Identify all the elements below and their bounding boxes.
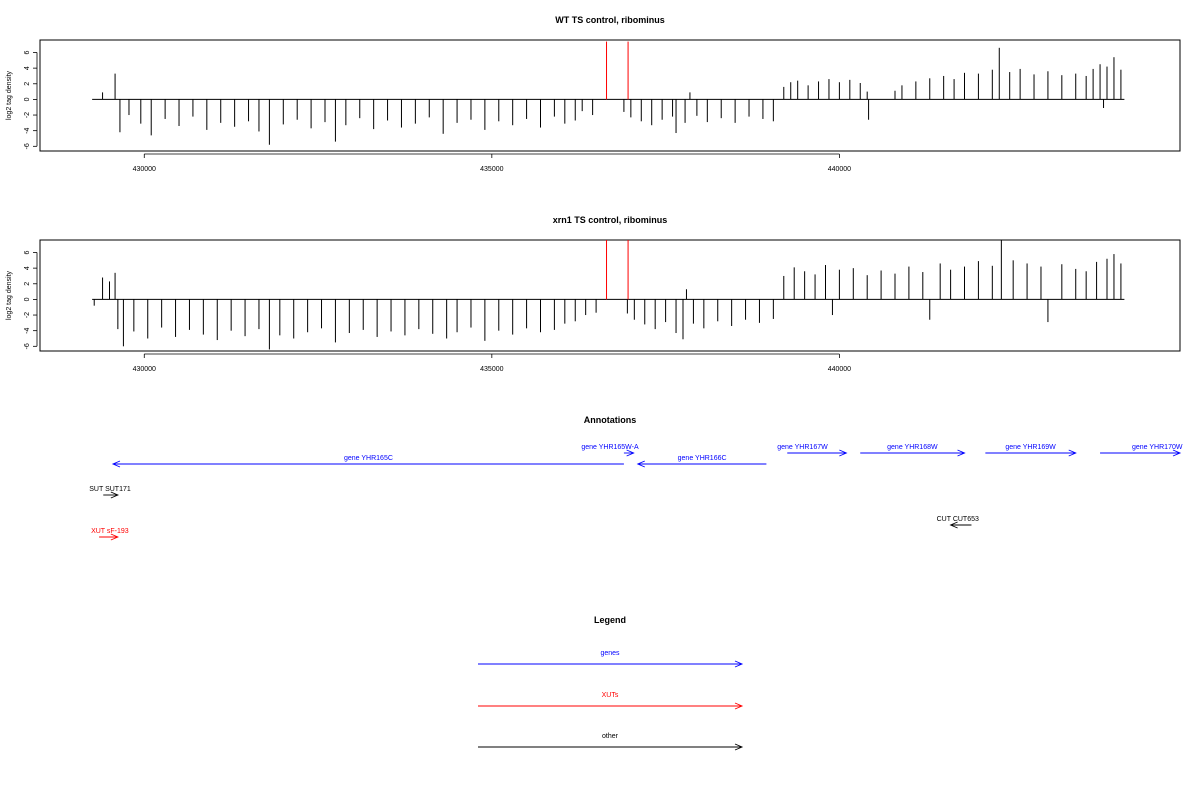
panel-2-x-tick-label: 440000 xyxy=(828,366,851,373)
feature-gene-yhr169w-arrowhead xyxy=(1068,449,1077,457)
panel-1-x-tick-label: 440000 xyxy=(828,166,851,173)
panel-1-x-tick-label: 430000 xyxy=(133,166,156,173)
feature-gene-yhr165w-a-label: gene YHR165W-A xyxy=(581,444,639,451)
panel-2-y-tick-label: 6 xyxy=(24,250,31,254)
panel-2-y-tick-label: 2 xyxy=(24,282,31,286)
panel-2-y-tick-label: -6 xyxy=(24,343,31,349)
panel-2-y-tick-label: -2 xyxy=(24,312,31,318)
feature-gene-yhr166c-label: gene YHR166C xyxy=(678,455,727,462)
panel-2-y-tick-label: -4 xyxy=(24,327,31,333)
legend-genes-label: genes xyxy=(600,650,620,657)
feature-cut-cut653-arrowhead xyxy=(949,521,958,529)
panel-2-y-tick-label: 4 xyxy=(24,266,31,270)
feature-gene-yhr168w-arrowhead xyxy=(957,449,966,457)
panel-1-y-axis-label: log2 tag density xyxy=(6,70,13,120)
feature-sut-sut171-arrowhead xyxy=(110,491,119,499)
panel-2-frame xyxy=(39,239,1181,352)
feature-gene-yhr168w-label: gene YHR168W xyxy=(887,444,938,451)
panel-2-title: xrn1 TS control, ribominus xyxy=(553,215,668,225)
legend-other-arrowhead xyxy=(734,743,744,751)
panel-1-y-tick-label: -2 xyxy=(24,112,31,118)
feature-gene-yhr167w-arrowhead xyxy=(839,449,848,457)
legend-xuts-arrowhead xyxy=(734,702,744,710)
panel-1-y-tick-label: 2 xyxy=(24,82,31,86)
legend-other-label: other xyxy=(602,733,619,740)
feature-sut-sut171-label: SUT SUT171 xyxy=(89,486,131,493)
legend-xuts-label: XUTs xyxy=(602,692,619,699)
panel-1-y-tick-label: 0 xyxy=(24,97,31,101)
feature-gene-yhr165c-arrowhead xyxy=(111,460,121,468)
annotation-track: gene YHR165C gene YHR165W-A gene YHR166C ge… xyxy=(89,444,1183,541)
legend-title: Legend xyxy=(594,615,626,625)
feature-gene-yhr169w-label: gene YHR169W xyxy=(1005,444,1056,451)
panel-1-y-tick-label: -6 xyxy=(24,143,31,149)
feature-gene-yhr165w-a-arrowhead xyxy=(626,449,635,457)
panel-2-y-axis-label: log2 tag density xyxy=(6,270,13,320)
panel-1-title: WT TS control, ribominus xyxy=(555,15,665,25)
feature-xut-sf-193-label: XUT sF-193 xyxy=(91,528,129,535)
panel-1-y-tick-label: -4 xyxy=(24,127,31,133)
legend-box: genes XUTs other xyxy=(478,650,744,751)
panel-2-x-tick-label: 435000 xyxy=(480,366,503,373)
feature-gene-yhr170w-arrowhead xyxy=(1172,449,1182,457)
panel-1-frame xyxy=(39,39,1181,152)
annotations-title: Annotations xyxy=(584,415,637,425)
feature-gene-yhr165c-label: gene YHR165C xyxy=(344,455,393,462)
feature-gene-yhr167w-label: gene YHR167W xyxy=(777,444,828,451)
feature-xut-sf-193-arrowhead xyxy=(110,533,119,541)
panel-2-plot: -6 -4 -2 0 2 4 6 log2 tag density 430000 435000 44… xyxy=(6,239,1181,373)
panel-1-y-tick-label: 6 xyxy=(24,50,31,54)
feature-cut-cut653-label: CUT CUT653 xyxy=(937,516,979,523)
panel-2-y-tick-label: 0 xyxy=(24,297,31,301)
legend-genes-arrowhead xyxy=(734,660,744,668)
panel-1-plot: -6 -4 -2 0 2 4 6 log2 tag density 430000 435000 44… xyxy=(6,39,1181,173)
panel-1-x-tick-label: 435000 xyxy=(480,166,503,173)
feature-gene-yhr166c-arrowhead xyxy=(636,460,645,468)
panel-2-x-tick-label: 430000 xyxy=(133,366,156,373)
panel-1-y-tick-label: 4 xyxy=(24,66,31,70)
feature-gene-yhr170w-label: gene YHR170W xyxy=(1132,444,1183,451)
